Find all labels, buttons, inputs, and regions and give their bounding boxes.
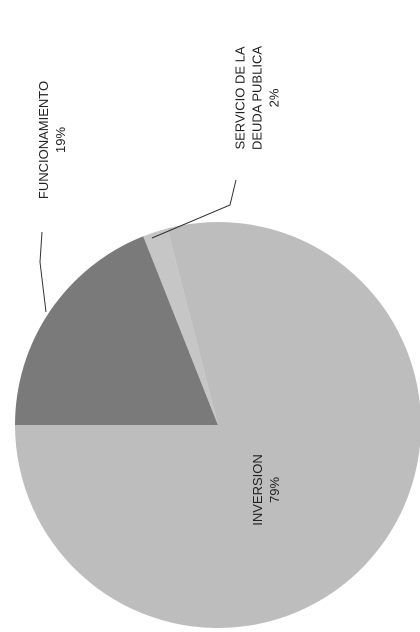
value-label: 19% [53,126,68,154]
slice-label: FUNCIONAMIENTO 19% [35,55,69,225]
slice-label: INVERSION 79% [249,425,283,555]
category-label: FUNCIONAMIENTO [36,80,51,200]
value-label: 2% [266,88,282,108]
category-label: INVERSION [250,454,265,526]
slice-label: SERVICIO DE LA DEUDA PUBLICA 2% [232,33,283,163]
pie-slice [143,228,218,425]
category-label: SERVICIO DE LA DEUDA PUBLICA [232,45,265,151]
value-label: 79% [267,476,282,504]
leader-line [39,231,47,313]
pie-slice [15,236,218,425]
pie-slice [15,222,420,628]
leader-line [151,179,237,239]
